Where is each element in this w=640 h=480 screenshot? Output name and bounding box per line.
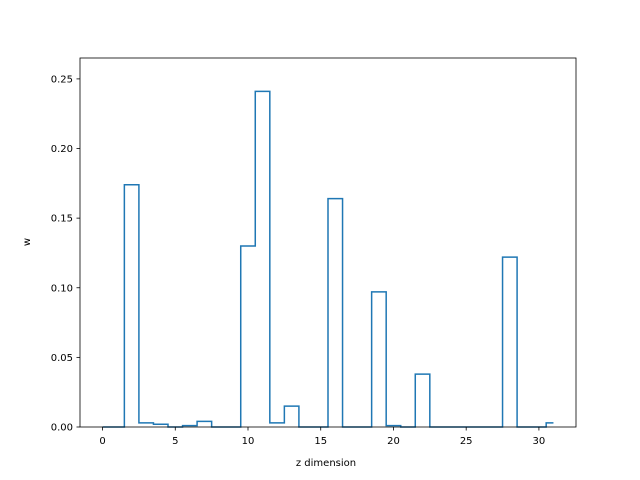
y-axis-label: w <box>22 238 33 246</box>
x-tick-label: 10 <box>242 436 255 447</box>
y-tick-label: 0.05 <box>51 353 73 364</box>
x-tick-label: 15 <box>314 436 327 447</box>
y-tick-label: 0.10 <box>51 283 73 294</box>
x-tick-label: 20 <box>387 436 400 447</box>
y-tick-label: 0.20 <box>51 144 73 155</box>
x-tick-label: 0 <box>99 436 105 447</box>
x-tick-label: 5 <box>172 436 178 447</box>
x-tick-label: 25 <box>460 436 473 447</box>
y-tick-label: 0.25 <box>51 74 73 85</box>
y-tick-label: 0.00 <box>51 423 73 434</box>
axes: 0 5 10 15 20 25 30 0.00 0.05 0.10 0.15 0.20 0.25 <box>51 57 577 447</box>
x-tick-label: 30 <box>533 436 546 447</box>
axes-frame <box>79 57 577 428</box>
y-tick-label: 0.15 <box>51 214 73 225</box>
x-axis-label: z dimension <box>296 458 356 469</box>
